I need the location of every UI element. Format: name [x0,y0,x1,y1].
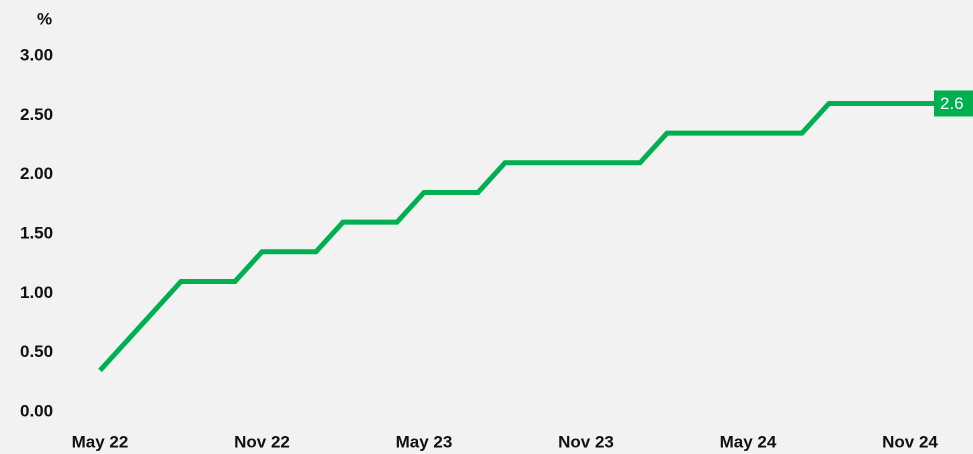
x-tick-label: May 24 [720,432,777,451]
y-tick-label: 1.00 [20,283,53,302]
end-label-box [934,90,973,117]
x-tick-label: Nov 24 [882,432,938,451]
x-tick-label: May 22 [72,432,129,451]
line [98,100,937,373]
y-tick-label: 2.00 [20,164,53,183]
x-tick-label: Nov 22 [234,432,290,451]
y-axis-label: % [37,9,52,28]
y-tick-label: 2.50 [20,105,53,124]
y-tick-label: 0.00 [20,401,53,420]
y-tick-label: 3.00 [20,45,53,64]
x-tick-label: May 23 [396,432,453,451]
y-tick-label: 0.50 [20,342,53,361]
x-tick-label: Nov 23 [558,432,614,451]
end-label: 2.6 [940,94,964,113]
y-tick-label: 1.50 [20,223,53,242]
